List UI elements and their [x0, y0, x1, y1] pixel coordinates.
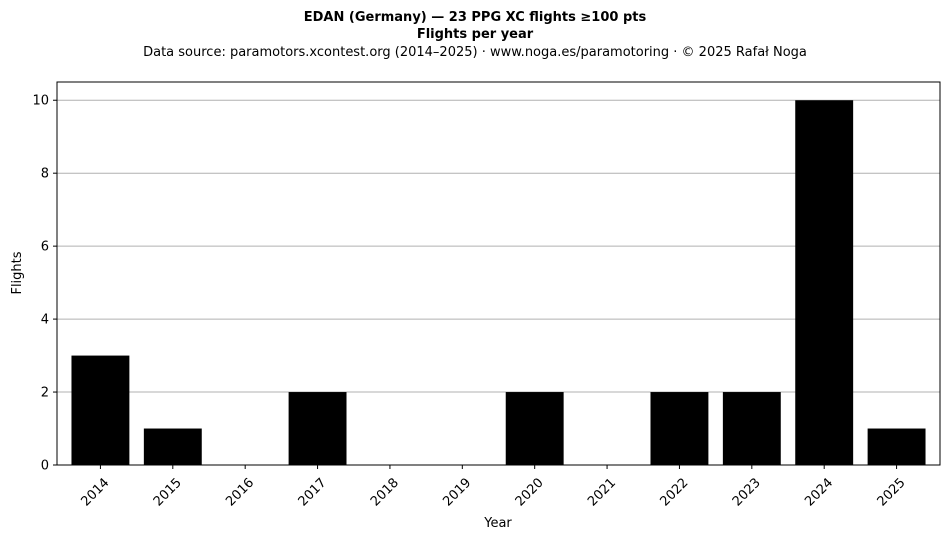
x-tick-label-2015: 2015: [151, 475, 185, 509]
chart-source-note: Data source: paramotors.xcontest.org (20…: [143, 45, 807, 60]
x-tick-label-2022: 2022: [657, 475, 691, 509]
y-tick-label: 2: [41, 386, 49, 401]
x-tick-label-2014: 2014: [78, 475, 112, 509]
chart-title: EDAN (Germany) — 23 PPG XC flights ≥100 …: [304, 10, 647, 25]
bar-2017: [288, 392, 347, 465]
bar-2023: [722, 392, 781, 465]
y-tick-label: 4: [41, 313, 49, 328]
chart-subtitle: Flights per year: [417, 27, 534, 42]
x-tick-label-2020: 2020: [513, 475, 547, 509]
y-tick-label: 0: [41, 459, 49, 474]
bar-2025: [867, 428, 926, 465]
plot-area-frame: [56, 81, 941, 466]
x-axis-label: Year: [483, 516, 512, 531]
bar-2024: [795, 100, 854, 465]
x-tick-label-2023: 2023: [730, 475, 764, 509]
x-tick-label-2019: 2019: [440, 475, 474, 509]
y-axis-label: Flights: [10, 251, 25, 294]
x-tick-label-2021: 2021: [585, 475, 619, 509]
x-tick-label-2016: 2016: [223, 475, 257, 509]
x-tick-label-2024: 2024: [802, 475, 836, 509]
x-axis-ticks: 2014 2015 2016 2017 2018 2019 2020 2021 2022 2023…: [78, 465, 909, 509]
bar-2020: [505, 392, 564, 465]
y-tick-label: 6: [41, 240, 49, 255]
bar-2014: [71, 355, 130, 465]
x-tick-label-2018: 2018: [368, 475, 402, 509]
y-axis-ticks: 0 2 4 6 8 10: [32, 94, 57, 474]
bars: [71, 100, 926, 465]
x-tick-label-2025: 2025: [875, 475, 909, 509]
bar-2015: [143, 428, 202, 465]
y-tick-label: 8: [41, 167, 49, 182]
x-tick-label-2017: 2017: [296, 475, 330, 509]
bar-2022: [650, 392, 709, 465]
y-tick-label: 10: [32, 94, 49, 109]
